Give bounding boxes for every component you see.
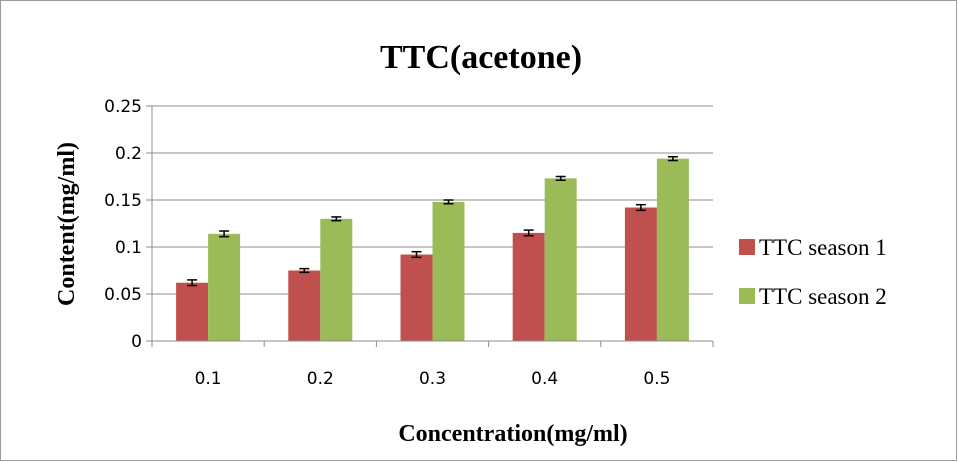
y-axis-title: Content(mg/ml) bbox=[54, 142, 80, 306]
bar-series-1 bbox=[176, 282, 209, 341]
x-tick-label: 0.1 bbox=[195, 369, 222, 389]
legend-label-series-2: TTC season 2 bbox=[759, 284, 887, 309]
y-tick-label: 0.2 bbox=[115, 144, 142, 164]
legend-swatch-series-1 bbox=[739, 239, 755, 255]
y-tick-label: 0 bbox=[131, 332, 142, 352]
bar-series-2 bbox=[656, 158, 689, 341]
legend-label-series-1: TTC season 1 bbox=[759, 235, 887, 260]
x-axis-title: Concentration(mg/ml) bbox=[398, 421, 627, 447]
x-tick-label: 0.3 bbox=[419, 369, 446, 389]
legend-swatch-series-2 bbox=[739, 288, 755, 304]
x-tick-label: 0.5 bbox=[643, 369, 670, 389]
y-tick-label: 0.15 bbox=[104, 191, 142, 211]
bar-series-2 bbox=[208, 233, 241, 341]
bar-series-1 bbox=[624, 207, 657, 341]
y-tick-label: 0.05 bbox=[104, 285, 142, 305]
chart-title: TTC(acetone) bbox=[380, 39, 582, 76]
axes: 0 0.05 0.1 0.15 0.2 0.25 0.1 0.2 0.3 0.4 0.5 bbox=[104, 97, 714, 389]
y-tick-label: 0.25 bbox=[104, 97, 142, 117]
bar-series-1 bbox=[288, 270, 321, 341]
y-tick-label: 0.1 bbox=[115, 238, 142, 258]
x-tick-label: 0.2 bbox=[307, 369, 334, 389]
bars bbox=[176, 156, 689, 341]
bar-series-1 bbox=[400, 254, 433, 341]
x-tick-label: 0.4 bbox=[531, 369, 558, 389]
bar-series-2 bbox=[432, 201, 465, 341]
bar-series-1 bbox=[512, 232, 545, 341]
legend: TTC season 1 TTC season 2 bbox=[739, 235, 887, 309]
bar-series-2 bbox=[544, 178, 577, 341]
bar-series-2 bbox=[320, 218, 353, 341]
